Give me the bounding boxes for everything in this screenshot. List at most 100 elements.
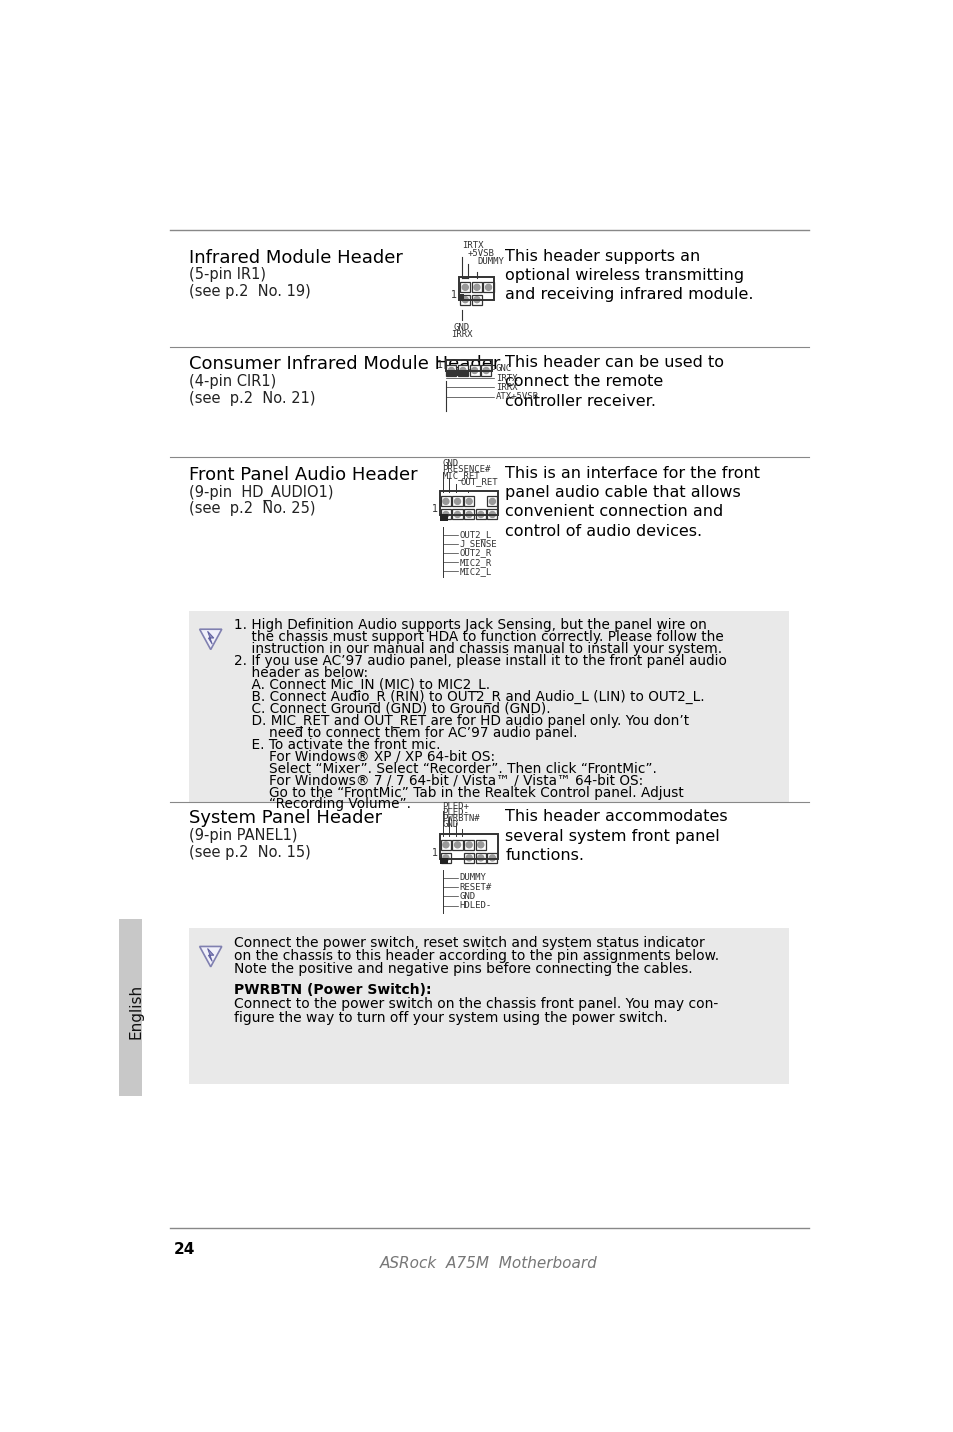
Text: 24: 24: [173, 1242, 194, 1257]
Bar: [452, 497, 462, 507]
Bar: [459, 295, 470, 305]
Text: Front Panel Audio Header: Front Panel Audio Header: [189, 465, 417, 484]
Circle shape: [454, 511, 460, 517]
Text: GND: GND: [459, 892, 476, 901]
Text: PLED-: PLED-: [442, 808, 469, 818]
Circle shape: [466, 842, 472, 848]
Bar: [487, 510, 497, 520]
Bar: [119, 919, 142, 1095]
Circle shape: [485, 285, 491, 291]
Text: E. To activate the front mic.: E. To activate the front mic.: [233, 737, 440, 752]
Text: ATX+5VSB: ATX+5VSB: [496, 392, 538, 401]
Circle shape: [466, 855, 472, 861]
Text: convenient connection and: convenient connection and: [505, 504, 722, 520]
Text: connect the remote: connect the remote: [505, 374, 662, 390]
Text: System Panel Header: System Panel Header: [189, 809, 382, 828]
Circle shape: [489, 855, 495, 861]
Bar: [445, 371, 468, 375]
Bar: [483, 282, 493, 292]
Circle shape: [471, 368, 477, 374]
Text: several system front panel: several system front panel: [505, 829, 720, 843]
Bar: [476, 853, 485, 863]
Bar: [464, 510, 474, 520]
Text: 1: 1: [451, 289, 456, 299]
Circle shape: [462, 285, 468, 291]
Text: GND: GND: [442, 821, 458, 829]
Text: Infrared Module Header: Infrared Module Header: [189, 249, 402, 266]
Bar: [440, 853, 451, 863]
Circle shape: [482, 368, 489, 374]
Text: (see p.2  No. 19): (see p.2 No. 19): [189, 285, 311, 299]
Text: HDLED-: HDLED-: [459, 901, 491, 911]
Text: controller receiver.: controller receiver.: [505, 394, 656, 408]
Text: the chassis must support HDA to function correctly. Please follow the: the chassis must support HDA to function…: [233, 630, 723, 644]
Bar: [472, 282, 481, 292]
Bar: [452, 839, 462, 849]
Text: DUMMY: DUMMY: [459, 874, 486, 882]
Text: GNC: GNC: [496, 365, 512, 374]
Bar: [457, 365, 468, 375]
Text: Connect to the power switch on the chassis front panel. You may con-: Connect to the power switch on the chass…: [233, 997, 718, 1011]
Text: IRTX: IRTX: [461, 242, 483, 251]
Text: (5-pin IR1): (5-pin IR1): [189, 268, 266, 282]
Bar: [464, 497, 474, 507]
Text: on the chassis to this header according to the pin assignments below.: on the chassis to this header according …: [233, 949, 719, 962]
Text: For Windows® 7 / 7 64-bit / Vista™ / Vista™ 64-bit OS:: For Windows® 7 / 7 64-bit / Vista™ / Vis…: [233, 773, 642, 788]
Polygon shape: [199, 947, 221, 967]
Bar: [480, 365, 491, 375]
Text: (see  p.2  No. 21): (see p.2 No. 21): [189, 391, 315, 405]
Text: IRTX: IRTX: [496, 374, 517, 382]
Circle shape: [459, 368, 465, 374]
Text: (see p.2  No. 15): (see p.2 No. 15): [189, 845, 311, 859]
Bar: [445, 359, 492, 371]
Text: 1: 1: [436, 361, 443, 371]
Text: 1: 1: [431, 848, 437, 858]
Text: PRESENCE#: PRESENCE#: [442, 464, 490, 474]
Text: PWRBTN#: PWRBTN#: [442, 815, 479, 823]
Text: (9-pin PANEL1): (9-pin PANEL1): [189, 828, 297, 843]
Bar: [439, 491, 497, 516]
Circle shape: [474, 285, 479, 291]
Bar: [459, 282, 470, 292]
Bar: [476, 510, 485, 520]
Circle shape: [477, 842, 483, 848]
Text: English: English: [129, 984, 144, 1038]
Text: This header accommodates: This header accommodates: [505, 809, 727, 825]
Text: 1. High Definition Audio supports Jack Sensing, but the panel wire on: 1. High Definition Audio supports Jack S…: [233, 619, 706, 633]
Bar: [469, 365, 479, 375]
Circle shape: [454, 842, 460, 848]
Text: D. MIC_RET and OUT_RET are for HD audio panel only. You don’t: D. MIC_RET and OUT_RET are for HD audio …: [233, 715, 688, 727]
Bar: [439, 833, 497, 859]
Text: OUT2_R: OUT2_R: [459, 548, 491, 557]
Text: 2. If you use AC’97 audio panel, please install it to the front panel audio: 2. If you use AC’97 audio panel, please …: [233, 654, 726, 669]
Circle shape: [477, 511, 483, 517]
Bar: [440, 510, 451, 520]
Text: control of audio devices.: control of audio devices.: [505, 524, 701, 538]
Text: PWRBTN (Power Switch):: PWRBTN (Power Switch):: [233, 984, 431, 998]
Text: Note the positive and negative pins before connecting the cables.: Note the positive and negative pins befo…: [233, 962, 692, 975]
Polygon shape: [208, 948, 213, 961]
Text: OUT2_L: OUT2_L: [459, 530, 491, 538]
Text: need to connect them for AC’97 audio panel.: need to connect them for AC’97 audio pan…: [233, 726, 577, 740]
Text: C. Connect Ground (GND) to Ground (GND).: C. Connect Ground (GND) to Ground (GND).: [233, 702, 550, 716]
Circle shape: [454, 498, 460, 504]
Bar: [464, 839, 474, 849]
Polygon shape: [199, 629, 221, 650]
Bar: [439, 858, 447, 863]
Text: (see  p.2  No. 25): (see p.2 No. 25): [189, 501, 315, 517]
Text: ASRock  A75M  Motherboard: ASRock A75M Motherboard: [379, 1256, 598, 1272]
Text: J_SENSE: J_SENSE: [459, 540, 497, 548]
Text: Connect the power switch, reset switch and system status indicator: Connect the power switch, reset switch a…: [233, 935, 704, 949]
Text: 1: 1: [431, 504, 437, 514]
Polygon shape: [208, 632, 213, 644]
Text: RESET#: RESET#: [459, 882, 491, 892]
Circle shape: [466, 498, 472, 504]
Text: instruction in our manual and chassis manual to install your system.: instruction in our manual and chassis ma…: [233, 643, 721, 656]
Text: GND: GND: [442, 458, 458, 467]
Bar: [464, 853, 474, 863]
Bar: [189, 610, 788, 802]
Text: “Recording Volume”.: “Recording Volume”.: [233, 798, 411, 812]
Circle shape: [462, 296, 468, 302]
Circle shape: [448, 368, 454, 374]
Bar: [459, 276, 494, 301]
